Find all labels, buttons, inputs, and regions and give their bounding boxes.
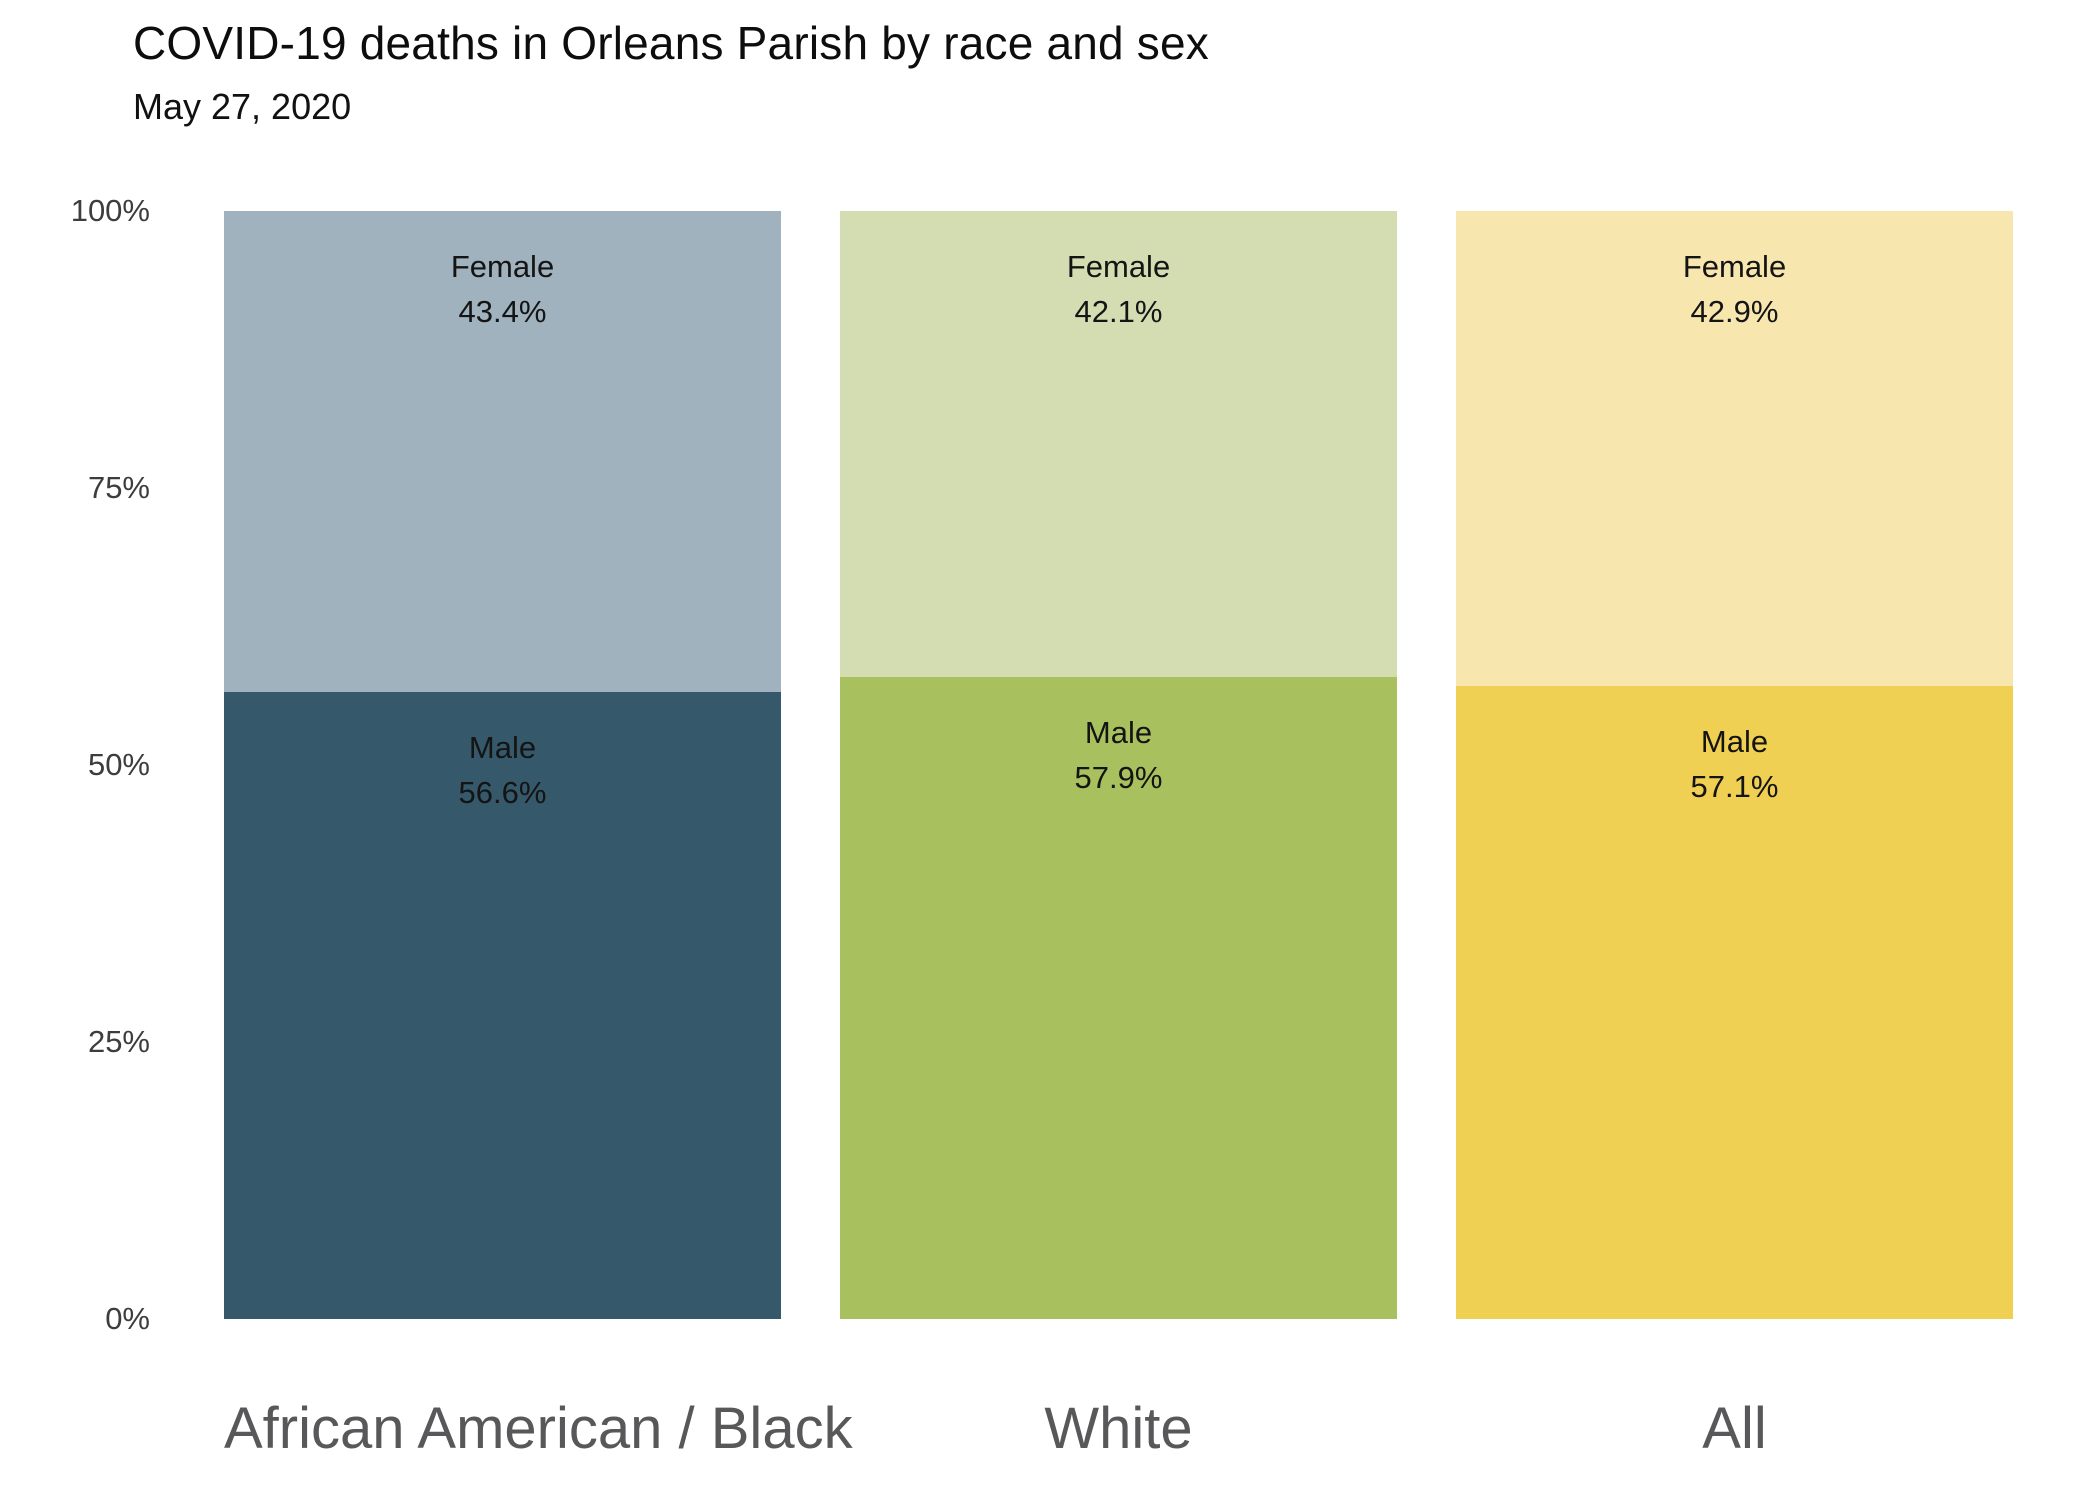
segment-label: Female (450, 249, 555, 284)
y-tick-0: 0% (105, 1301, 150, 1336)
chart-subtitle: May 27, 2020 (133, 86, 352, 127)
segment-value: 43.4% (458, 293, 547, 329)
segment-label: Male (468, 729, 537, 765)
x-label-african-american-black: African American / Black (224, 1396, 853, 1461)
segment-value: 56.6% (458, 774, 547, 810)
segment-label: Female (1682, 249, 1787, 284)
segment-all-male: Male 57.1% (1456, 686, 2013, 1319)
y-tick-50: 50% (87, 747, 150, 782)
segment-white-female: Female 42.1% (840, 211, 1397, 678)
bar-all: Female 42.9% Male 57.1% (1456, 211, 2013, 1319)
segment-african-american-black-male: Male 56.6% (224, 691, 781, 1319)
segment-white-male: Male 57.9% (840, 677, 1397, 1319)
y-tick-25: 25% (87, 1024, 150, 1059)
segment-all-female: Female 42.9% (1456, 211, 2013, 687)
x-label-white: White (1044, 1396, 1193, 1461)
stacked-bar-chart: 100% 75% 50% 25% 0% Female 43.4% Male 56.6% Fema… (0, 193, 2100, 1336)
segment-label: Male (1084, 715, 1153, 751)
bar-african-american-black: Female 43.4% Male 56.6% (224, 211, 781, 1319)
bar-white: Female 42.1% Male 57.9% (840, 211, 1397, 1319)
plot-area: Female 43.4% Male 56.6% Female 42.1% Male 57.9%… (224, 211, 2013, 1319)
segment-label: Female (1066, 249, 1171, 284)
segment-african-american-black-female: Female 43.4% (224, 211, 781, 692)
x-label-all: All (1702, 1396, 1767, 1461)
chart-title: COVID-19 deaths in Orleans Parish by rac… (133, 17, 1209, 69)
segment-value: 42.1% (1074, 293, 1163, 329)
y-tick-100: 100% (70, 193, 150, 228)
y-tick-75: 75% (87, 470, 150, 505)
segment-value: 57.9% (1074, 760, 1163, 796)
y-axis: 100% 75% 50% 25% 0% (0, 193, 200, 1336)
x-axis-labels: African American / Black White All (224, 1395, 2013, 1462)
segment-value: 57.1% (1690, 769, 1779, 805)
segment-label: Male (1700, 724, 1769, 760)
segment-value: 42.9% (1690, 293, 1779, 329)
